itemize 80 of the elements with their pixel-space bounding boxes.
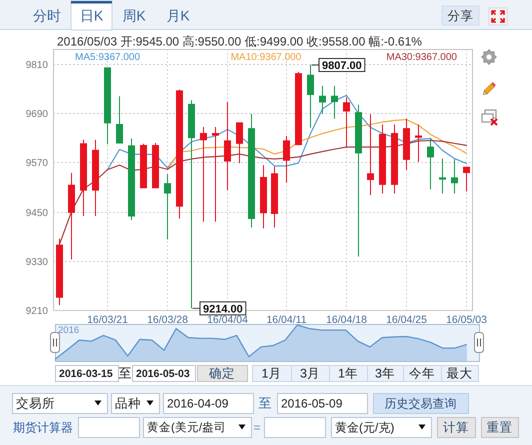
text: 2016-05-03 [136, 368, 190, 380]
candlestick [463, 166, 470, 192]
text: 重置 [486, 420, 512, 434]
candlestick [319, 85, 326, 114]
text: MA30:9367.000 [386, 52, 458, 63]
y-tick-label: 9570 [26, 158, 48, 169]
x-tick-label: 16/04/11 [266, 314, 307, 326]
text: 2016-05-09 [281, 396, 343, 410]
y-tick-label: 9810 [26, 60, 48, 71]
candlestick [331, 85, 338, 120]
y-tick-label: 9210 [26, 306, 48, 317]
y-tick-label: 9450 [26, 208, 48, 219]
text: 分享 [448, 8, 474, 23]
candlestick [164, 174, 171, 240]
candlestick [403, 118, 410, 171]
x-tick-label: 16/04/04 [207, 314, 248, 326]
candlestick [152, 142, 159, 188]
candlestick [128, 138, 135, 221]
text: 至 [258, 396, 272, 411]
y-tick-label: 9690 [26, 109, 48, 120]
candlestick [236, 122, 243, 164]
candlestick [367, 114, 374, 196]
candlestick [68, 172, 75, 260]
candlestick [212, 126, 219, 222]
text: 月K [166, 8, 190, 24]
text: 期货计算器 [13, 420, 73, 434]
text: 3月 [300, 366, 320, 380]
chart-subtitle: 2016/05/03 开:9545.00 高:9550.00 低:9499.00 收:9558.00 幅:-0.61% [57, 34, 422, 48]
text: 日K [80, 8, 104, 24]
candlestick [379, 124, 386, 194]
text: 2016-03-15 [59, 368, 113, 380]
text: 今年 [409, 366, 435, 380]
candlestick [295, 71, 302, 146]
annotation: 9807.00 [322, 60, 362, 72]
text: 2016-04-09 [167, 396, 229, 410]
text: 1年 [338, 366, 358, 380]
x-tick-label: 16/05/03 [446, 314, 488, 326]
text: 3年 [375, 366, 395, 380]
candlestick [56, 238, 63, 306]
candlestick [80, 139, 87, 217]
candlestick [260, 164, 267, 229]
text: 最大 [446, 366, 472, 380]
candlestick [343, 96, 350, 148]
candlestick [116, 96, 123, 144]
annotation: 2016 [58, 325, 80, 336]
candlestick [439, 158, 446, 194]
y-tick-label: 9330 [26, 257, 48, 268]
x-tick-label: 16/04/18 [326, 314, 368, 326]
text: MA5:9367.000 [75, 52, 140, 63]
text: MA10:9367.000 [230, 52, 302, 63]
x-tick-label: 16/03/21 [87, 314, 128, 326]
text: 1月 [262, 366, 282, 380]
text: 黄金(美元/盎司 [147, 420, 226, 434]
candlestick [415, 124, 422, 162]
candlestick [451, 158, 458, 194]
line-series [166, 119, 468, 170]
candlestick [104, 67, 111, 145]
text: 确定 [208, 366, 235, 380]
x-tick-label: 16/03/28 [147, 314, 188, 326]
candlestick [355, 104, 362, 258]
candlestick [391, 124, 398, 194]
candlestick [283, 136, 290, 184]
annotation: 9214.00 [203, 303, 243, 316]
text: 分时 [33, 8, 61, 24]
text: 交易所 [16, 396, 55, 410]
text: 至 [118, 366, 132, 381]
text: 历史交易查询 [384, 396, 456, 410]
text: = [253, 420, 261, 434]
candlestick [92, 139, 99, 217]
candlestick [427, 138, 434, 190]
candlestick [200, 126, 207, 222]
text: 黄金(元/克) [335, 420, 394, 434]
x-tick-label: 16/04/25 [386, 314, 428, 326]
text: 品种 [115, 396, 141, 410]
candlestick [176, 89, 183, 219]
text: 周K [122, 8, 146, 24]
candlestick [140, 143, 147, 188]
candlestick [248, 113, 255, 228]
text: 计算 [443, 420, 469, 434]
candlestick [271, 166, 278, 228]
